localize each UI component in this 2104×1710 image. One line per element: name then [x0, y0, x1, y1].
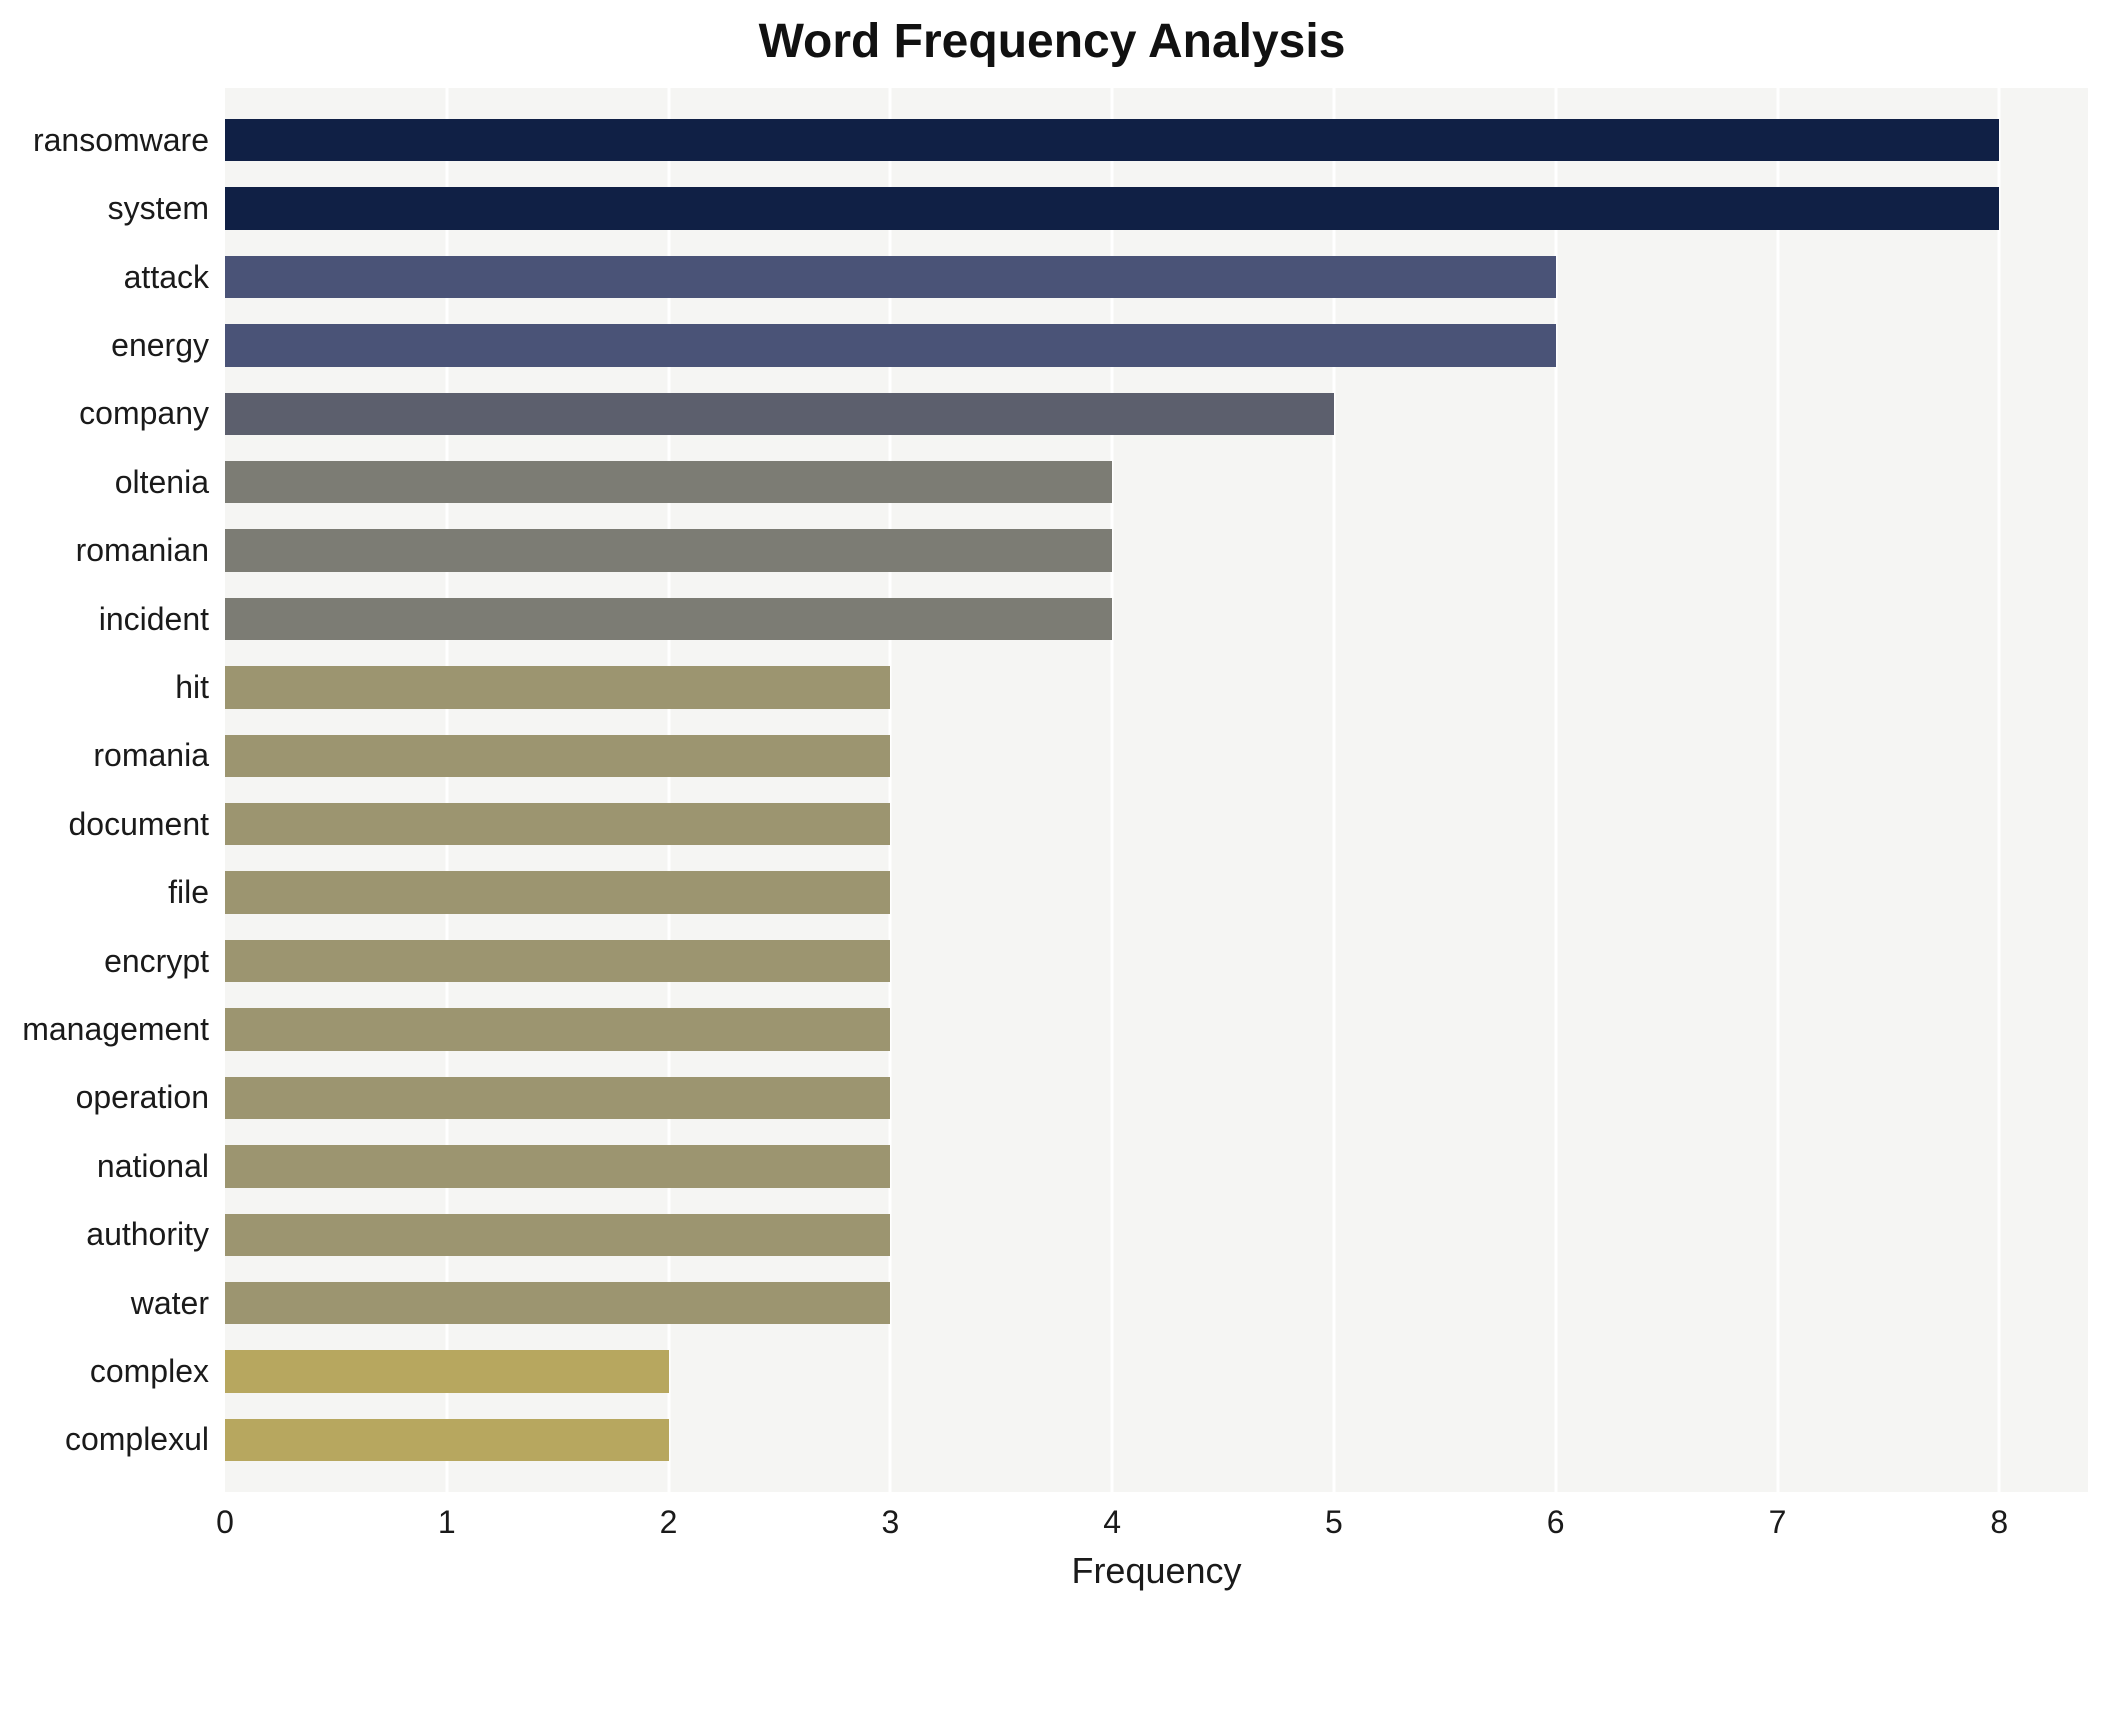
- chart-area: ransomware system attack energy company olten…: [0, 88, 2088, 1592]
- gridline: [1110, 88, 1114, 1492]
- gridline: [667, 88, 671, 1492]
- y-axis-label: attack: [123, 258, 209, 295]
- y-axis-label: hit: [175, 668, 209, 705]
- y-axis-label: file: [168, 874, 209, 911]
- bar: [225, 734, 891, 778]
- bar-row: [225, 1132, 2088, 1200]
- x-tick-label: 2: [659, 1504, 678, 1540]
- bar: [225, 392, 1334, 436]
- x-tick-label: 8: [1990, 1504, 2009, 1540]
- y-axis-label: oltenia: [114, 463, 209, 500]
- bar-row: [225, 106, 2088, 174]
- bar-row: [225, 1337, 2088, 1405]
- y-axis-label: complex: [89, 1353, 209, 1390]
- bar: [225, 803, 891, 846]
- bar: [225, 939, 891, 983]
- chart-main: ransomware system attack energy company olten…: [0, 88, 2088, 1492]
- bar-row: [225, 995, 2088, 1063]
- chart-title: Word Frequency Analysis: [758, 15, 1346, 68]
- y-axis-label: water: [130, 1284, 209, 1321]
- bar-row: [225, 722, 2088, 790]
- y-axis-labels: ransomware system attack energy company olten…: [0, 88, 225, 1492]
- bar-row: [225, 653, 2088, 721]
- y-axis-label: romanian: [75, 532, 209, 569]
- y-axis-label: company: [79, 395, 209, 432]
- bar-row: [225, 1269, 2088, 1337]
- y-axis-label: system: [107, 190, 209, 227]
- x-axis-title: Frequency: [1071, 1550, 1242, 1591]
- y-axis-label: document: [68, 805, 209, 842]
- bar: [225, 187, 2000, 230]
- bar: [225, 1008, 891, 1051]
- bar-row: [225, 380, 2088, 448]
- y-axis-label: encrypt: [104, 942, 209, 979]
- x-tick-label: 1: [437, 1504, 456, 1540]
- bar-row: [225, 585, 2088, 653]
- y-axis-label: romania: [93, 737, 209, 774]
- x-tick-label: 4: [1103, 1504, 1122, 1540]
- y-axis-label: complexul: [64, 1421, 209, 1458]
- y-axis-label: operation: [75, 1079, 209, 1116]
- bar: [225, 597, 1113, 641]
- bar-row: [225, 790, 2088, 858]
- bar-row: [225, 243, 2088, 311]
- x-tick-label: 5: [1325, 1504, 1343, 1540]
- gridline: [1997, 88, 2001, 1492]
- gridline: [1332, 88, 1336, 1492]
- bar: [225, 1350, 669, 1393]
- y-axis-label: authority: [86, 1216, 209, 1253]
- x-tick-label: 3: [881, 1504, 900, 1540]
- y-axis-label: energy: [111, 326, 209, 363]
- gridline: [1776, 88, 1779, 1492]
- bar: [225, 666, 891, 709]
- y-axis-label: national: [96, 1147, 209, 1184]
- y-axis-label: incident: [98, 600, 209, 637]
- bar: [225, 1418, 669, 1462]
- bar: [225, 871, 891, 914]
- bar-row: [225, 448, 2088, 516]
- bar: [225, 119, 2000, 162]
- bar-row: [225, 516, 2088, 584]
- x-axis: 0 1 2 3 4 5 6 7 8: [216, 1492, 2088, 1544]
- bar-row: [225, 311, 2088, 379]
- bar: [225, 529, 1113, 572]
- bar-row: [225, 174, 2088, 242]
- bar-row: [225, 1064, 2088, 1132]
- plot-area: [225, 88, 2088, 1492]
- y-axis-label: management: [22, 1010, 209, 1047]
- bar: [225, 255, 1556, 299]
- bar-row: [225, 1201, 2088, 1269]
- bar: [225, 1281, 891, 1325]
- bar-row: [225, 1406, 2088, 1474]
- x-tick-label: 7: [1768, 1504, 1787, 1540]
- x-tick-label: 6: [1546, 1504, 1565, 1540]
- x-tick-label: 0: [216, 1504, 234, 1540]
- bar-row: [225, 927, 2088, 995]
- bar: [225, 1145, 891, 1188]
- bar-row: [225, 858, 2088, 926]
- gridline: [1554, 88, 1558, 1492]
- bars-container: [225, 106, 2088, 1474]
- bar: [225, 461, 1113, 504]
- bar: [225, 324, 1556, 367]
- bar: [225, 1213, 891, 1256]
- bar: [225, 1076, 891, 1120]
- gridline: [888, 88, 892, 1492]
- gridline: [445, 88, 449, 1492]
- y-axis-label: ransomware: [32, 121, 209, 158]
